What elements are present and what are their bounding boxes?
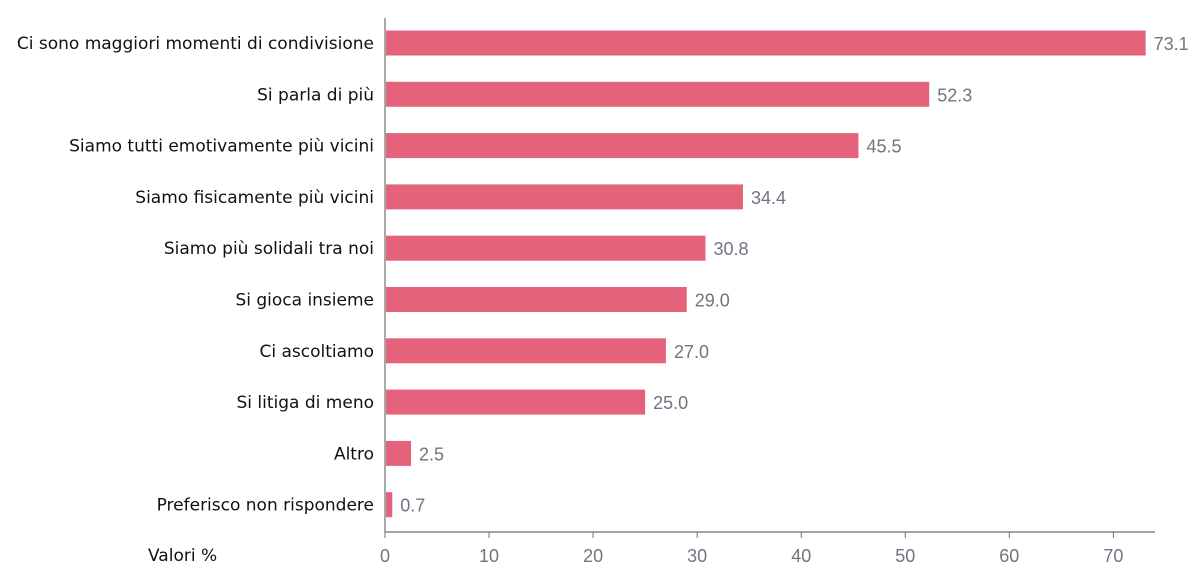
x-tick-label: 20 — [583, 546, 603, 566]
bar — [386, 389, 646, 415]
value-label: 30.8 — [713, 239, 748, 259]
category-label: Siamo più solidali tra noi — [164, 239, 374, 259]
bars — [386, 30, 1146, 518]
x-tick-label: 60 — [999, 546, 1019, 566]
bar — [386, 287, 687, 312]
x-tick-label: 10 — [479, 546, 499, 566]
x-tick-label: 0 — [380, 546, 390, 566]
bar — [386, 133, 859, 159]
value-label: 45.5 — [866, 137, 901, 157]
bar — [386, 30, 1146, 56]
value-label: 0.7 — [400, 496, 425, 516]
category-label: Ci ascoltiamo — [259, 342, 374, 362]
category-labels: Ci sono maggiori momenti di condivisione… — [17, 34, 374, 516]
x-axis-ticks: 0 10 20 30 40 50 60 70 — [380, 532, 1123, 566]
category-label: Siamo tutti emotivamente più vicini — [69, 137, 374, 157]
value-label: 34.4 — [751, 188, 786, 208]
value-label: 73.1 — [1154, 34, 1189, 54]
value-labels: 73.1 52.3 45.5 34.4 30.8 29.0 27.0 25.0 2.5 0.7 — [400, 34, 1188, 516]
bar — [386, 184, 743, 210]
category-label: Si parla di più — [257, 85, 374, 105]
bar — [386, 440, 412, 466]
category-label: Altro — [334, 444, 374, 464]
x-tick-label: 50 — [895, 546, 915, 566]
value-label: 25.0 — [653, 393, 688, 413]
category-label: Siamo fisicamente più vicini — [135, 188, 374, 208]
bar — [386, 81, 930, 107]
category-label: Si gioca insieme — [235, 291, 374, 311]
value-label: 52.3 — [937, 85, 972, 105]
bar — [386, 338, 666, 364]
x-tick-label: 70 — [1103, 546, 1123, 566]
category-label: Si litiga di meno — [237, 393, 374, 413]
bar — [386, 492, 393, 518]
x-axis-unit-label: Valori % — [148, 546, 217, 566]
category-label: Ci sono maggiori momenti di condivisione — [17, 34, 374, 54]
x-tick-label: 40 — [791, 546, 811, 566]
value-label: 29.0 — [695, 291, 730, 311]
value-label: 2.5 — [419, 444, 444, 464]
value-label: 27.0 — [674, 342, 709, 362]
category-label: Preferisco non rispondere — [157, 496, 374, 516]
x-tick-label: 30 — [687, 546, 707, 566]
bar — [386, 235, 706, 261]
